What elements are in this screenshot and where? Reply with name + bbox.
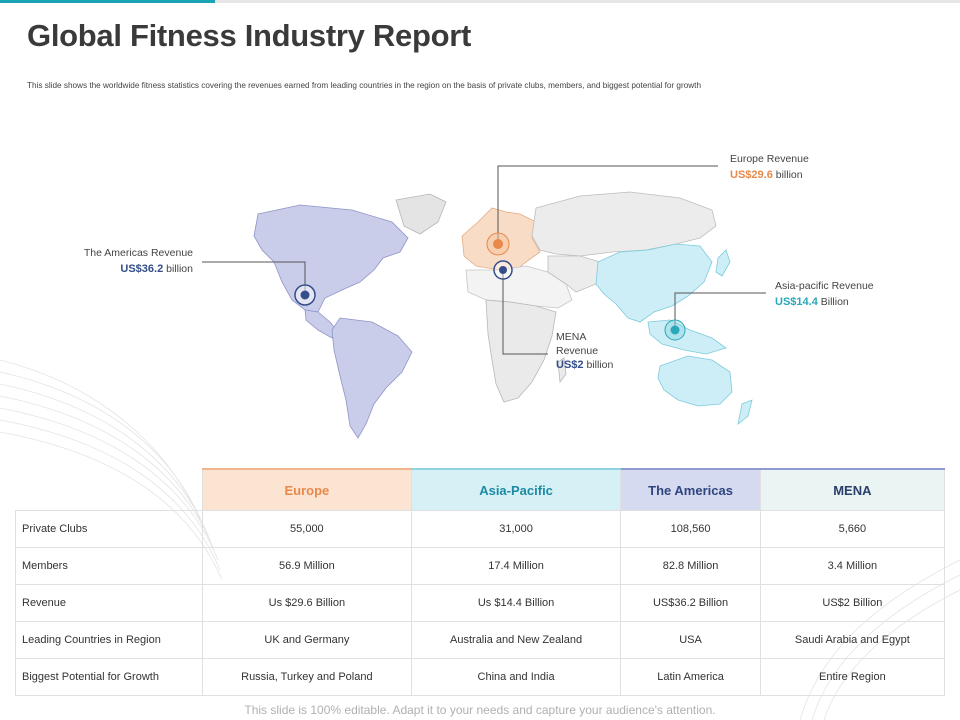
map-region-north-america: [253, 204, 409, 313]
map-new-zealand: [737, 399, 753, 425]
europe-revenue-label: Europe Revenue: [730, 153, 809, 165]
table-cell: Russia, Turkey and Poland: [202, 658, 412, 696]
table-row: Leading Countries in Region UK and Germa…: [15, 621, 946, 659]
header-mena: MENA: [759, 468, 946, 511]
row-label: Revenue: [15, 584, 203, 622]
table-cell: UK and Germany: [202, 621, 412, 659]
table-cell: Us $14.4 Billion: [410, 584, 622, 622]
americas-revenue-unit: billion: [166, 263, 193, 275]
map-region-mena: [465, 265, 573, 309]
mena-connector-line: [502, 270, 548, 355]
table-cell: China and India: [410, 658, 622, 696]
table-cell: USA: [620, 621, 761, 659]
map-region-australia: [657, 355, 733, 407]
map-region-southeast-asia: [647, 319, 727, 355]
table-cell: 5,660: [759, 510, 946, 548]
table-row: Revenue Us $29.6 Billion Us $14.4 Billio…: [15, 584, 946, 622]
map-greenland: [395, 193, 447, 235]
table-cell: Latin America: [620, 658, 761, 696]
americas-revenue-value: US$36.2: [120, 263, 164, 275]
asia-pacific-connector-line: [674, 292, 766, 330]
map-region-south-america: [331, 317, 413, 439]
fitness-stats-table: Europe Asia-Pacific The Americas MENA Pr…: [15, 468, 946, 696]
table-header-row: Europe Asia-Pacific The Americas MENA: [16, 468, 946, 511]
world-map: [202, 165, 766, 439]
table-cell: 55,000: [202, 510, 412, 548]
top-accent-bar: [0, 0, 960, 3]
row-label: Biggest Potential for Growth: [15, 658, 203, 696]
map-region-asia-pacific: [595, 243, 713, 323]
americas-revenue-label: The Americas Revenue: [83, 247, 193, 259]
footer-note: This slide is 100% editable. Adapt it to…: [244, 703, 716, 717]
table-cell: Entire Region: [759, 658, 946, 696]
map-japan: [715, 249, 731, 277]
table-cell: US$2 Billion: [759, 584, 946, 622]
table-row: Private Clubs 55,000 31,000 108,560 5,66…: [15, 510, 946, 548]
europe-revenue-unit: billion: [775, 169, 803, 181]
top-accent-highlight: [0, 0, 215, 3]
asia-pacific-revenue-value: US$14.4: [775, 296, 818, 308]
page-subtitle: This slide shows the worldwide fitness s…: [27, 81, 702, 90]
europe-connector-line: [497, 165, 718, 244]
mena-marker: [493, 260, 513, 280]
page-title: Global Fitness Industry Report: [27, 18, 471, 53]
header-asia-pacific: Asia-Pacific: [410, 468, 622, 511]
asia-pacific-revenue-unit: Billion: [820, 296, 849, 308]
map-madagascar: [557, 357, 567, 384]
row-label: Members: [15, 547, 203, 585]
mena-revenue-unit: billion: [586, 359, 614, 371]
asia-pacific-revenue-label: Asia-pacific Revenue: [775, 280, 874, 292]
table-cell: 82.8 Million: [620, 547, 761, 585]
table-corner-cell: [16, 469, 203, 511]
header-the-americas: The Americas: [620, 468, 761, 511]
map-region-central-asia: [547, 255, 601, 293]
table-cell: 17.4 Million: [410, 547, 622, 585]
americas-connector-line: [202, 261, 306, 295]
asia-pacific-revenue-callout: Asia-pacific Revenue US$14.4 Billion: [775, 278, 874, 310]
europe-marker: [486, 232, 510, 256]
americas-marker: [294, 284, 316, 306]
row-label: Private Clubs: [15, 510, 203, 548]
mena-revenue-callout: MENA Revenue US$2 billion: [556, 330, 613, 372]
table-cell: 3.4 Million: [759, 547, 946, 585]
row-label: Leading Countries in Region: [15, 621, 203, 659]
table-cell: 108,560: [620, 510, 761, 548]
table-cell: 56.9 Million: [202, 547, 412, 585]
table-row: Members 56.9 Million 17.4 Million 82.8 M…: [15, 547, 946, 585]
table-cell: Saudi Arabia and Egypt: [759, 621, 946, 659]
table-cell: US$36.2 Billion: [620, 584, 761, 622]
americas-revenue-callout: The Americas Revenue US$36.2 billion: [40, 245, 193, 277]
europe-revenue-callout: Europe Revenue US$29.6 billion: [730, 151, 809, 183]
europe-revenue-value: US$29.6: [730, 169, 773, 181]
mena-revenue-label-2: Revenue: [556, 345, 599, 357]
mena-revenue-label: MENA: [556, 331, 587, 343]
asia-pacific-marker: [664, 319, 686, 341]
map-region-africa: [485, 299, 557, 403]
table-cell: Australia and New Zealand: [410, 621, 622, 659]
table-cell: 31,000: [410, 510, 622, 548]
table-cell: Us $29.6 Billion: [202, 584, 412, 622]
table-row: Biggest Potential for Growth Russia, Tur…: [15, 658, 946, 696]
mena-revenue-value: US$2: [556, 359, 584, 371]
header-europe: Europe: [202, 468, 412, 511]
